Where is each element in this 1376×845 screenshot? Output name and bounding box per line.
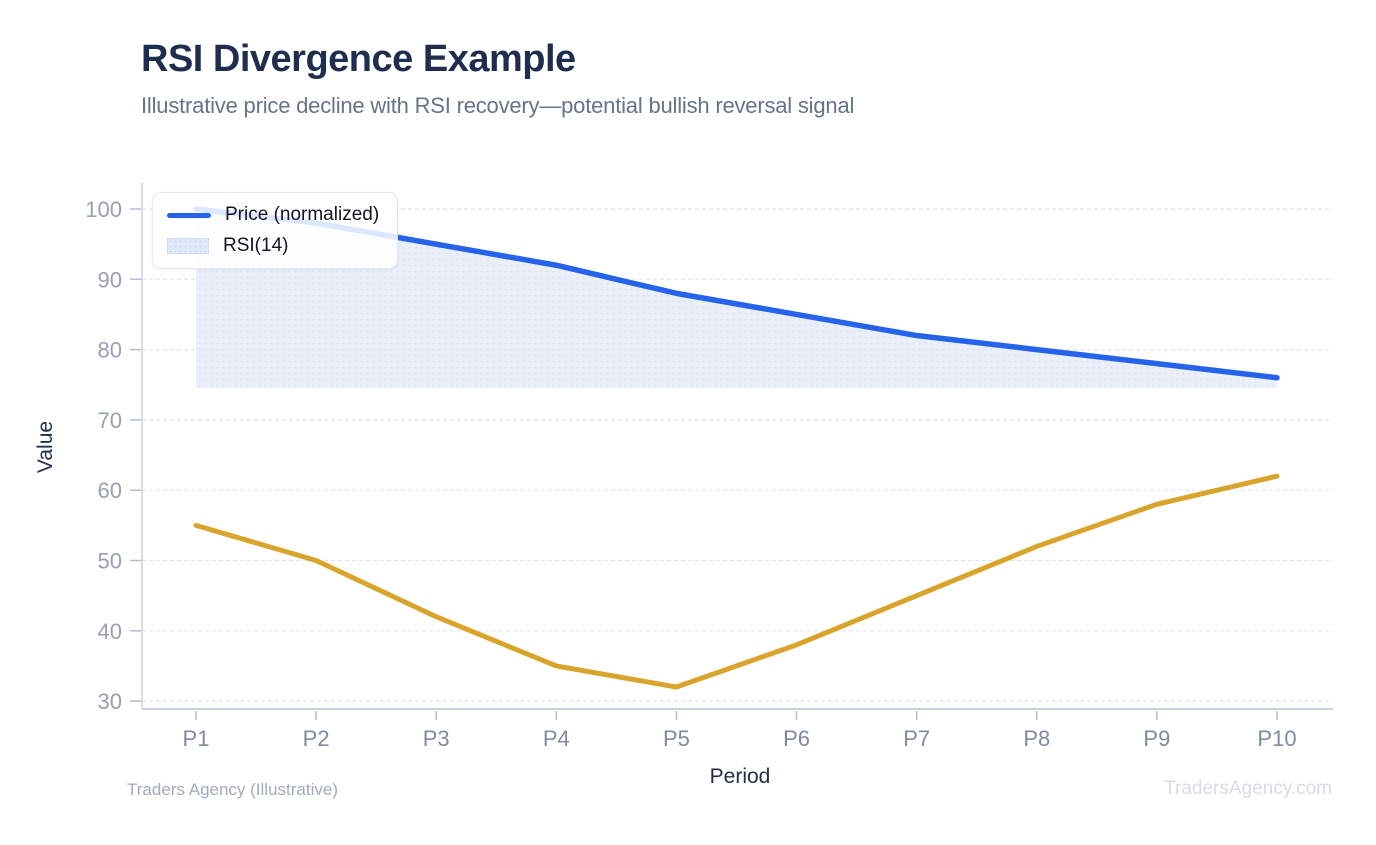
x-tick-label: P1	[183, 726, 210, 751]
x-tick-label: P3	[423, 726, 450, 751]
legend-label-price: Price (normalized)	[225, 204, 380, 225]
y-tick-label: 90	[98, 267, 122, 292]
x-tick-label: P2	[303, 726, 330, 751]
chart-header: RSI Divergence Example Illustrative pric…	[141, 38, 855, 119]
y-tick-label: 60	[98, 478, 122, 503]
rsi-line	[193, 473, 1280, 690]
watermark: TradersAgency.com	[1164, 778, 1332, 799]
y-tick-label: 50	[98, 549, 122, 574]
chart-legend: Price (normalized) RSI(14)	[152, 192, 399, 269]
price-line-swatch	[167, 212, 211, 218]
rsi-area-swatch	[167, 238, 209, 254]
source-attribution: Traders Agency (Illustrative)	[127, 780, 338, 799]
x-tick-label: P4	[543, 726, 570, 751]
x-axis-title: Period	[709, 765, 771, 788]
x-tick-label: P9	[1143, 726, 1170, 751]
price-area-fill	[196, 209, 1277, 389]
y-tick-label: 80	[98, 338, 122, 363]
y-tick-label: 40	[98, 619, 122, 644]
x-tick-label: P5	[663, 726, 690, 751]
x-tick-label: P7	[903, 726, 930, 751]
x-tick-label: P8	[1023, 726, 1050, 751]
page-title: RSI Divergence Example	[141, 38, 576, 80]
x-tick-label: P10	[1257, 726, 1296, 751]
y-tick-label: 30	[98, 689, 122, 714]
x-tick-label: P6	[783, 726, 810, 751]
y-tick-label: 100	[85, 197, 122, 222]
page-subtitle: Illustrative price decline with RSI reco…	[141, 92, 855, 118]
legend-item-rsi: RSI(14)	[167, 234, 379, 258]
y-tick-label: 70	[98, 408, 122, 433]
y-axis-title: Value	[34, 420, 57, 474]
legend-label-rsi: RSI(14)	[223, 235, 289, 256]
legend-item-price: Price (normalized)	[167, 203, 379, 227]
